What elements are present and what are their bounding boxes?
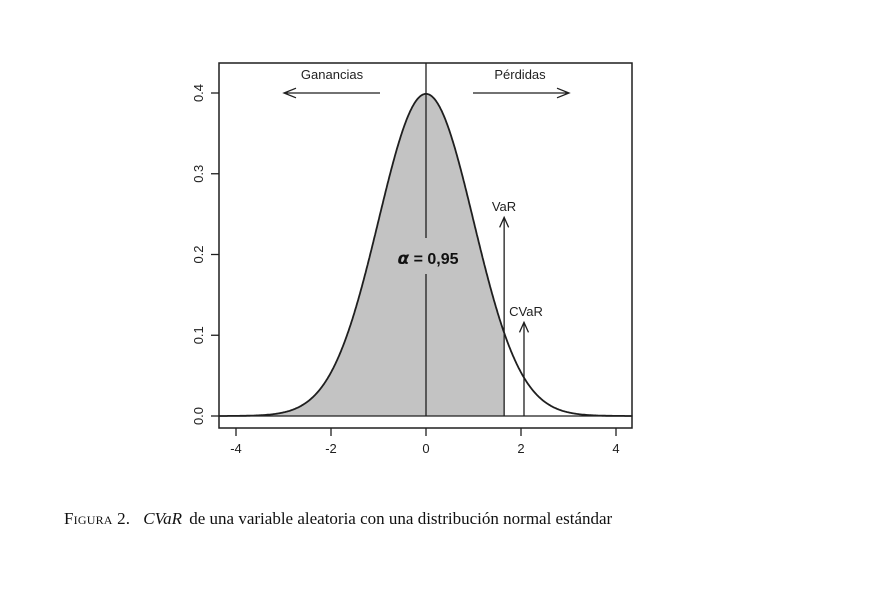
alpha-value: = 0,95 [409, 251, 458, 268]
alpha-symbol: α [397, 249, 409, 269]
x-tick-label: -4 [230, 441, 242, 456]
generated-chart-geometry: -4 -2 0 2 4 0.0 0.1 0.2 0.3 0.4 [191, 63, 633, 456]
x-tick-label: 4 [612, 441, 619, 456]
x-tick-label: 2 [517, 441, 524, 456]
right-arrow-icon [473, 87, 571, 99]
shaded-area [219, 93, 505, 417]
figure-number: Figura 2. [64, 509, 131, 528]
caption-text: de una variable aleatoria con una distri… [189, 509, 613, 528]
y-tick-label: 0.4 [191, 84, 206, 102]
var-arrowhead-icon [499, 215, 510, 228]
caption-term-cvar: CVaR [143, 509, 182, 528]
plot-box [218, 62, 633, 429]
cvar-label: CVaR [509, 304, 543, 319]
ganancias-label: Ganancias [301, 67, 364, 82]
cvar-arrowhead-icon [518, 320, 530, 333]
left-arrow-icon [282, 87, 380, 99]
x-tick-label: 0 [422, 441, 429, 456]
x-tick-label: -2 [325, 441, 337, 456]
y-tick-label: 0.0 [191, 407, 206, 425]
y-tick-label: 0.3 [191, 165, 206, 183]
y-tick-label: 0.2 [191, 245, 206, 263]
figure-caption: Figura 2. CVaR de una variable aleatoria … [64, 509, 854, 529]
normal-distribution-plot: -4 -2 0 2 4 0.0 0.1 0.2 0.3 0.4 Ganancias Pérdida… [191, 62, 633, 456]
perdidas-label: Pérdidas [494, 67, 546, 82]
var-label: VaR [492, 199, 516, 214]
alpha-annotation: α = 0,95 [397, 249, 458, 269]
y-tick-label: 0.1 [191, 326, 206, 344]
